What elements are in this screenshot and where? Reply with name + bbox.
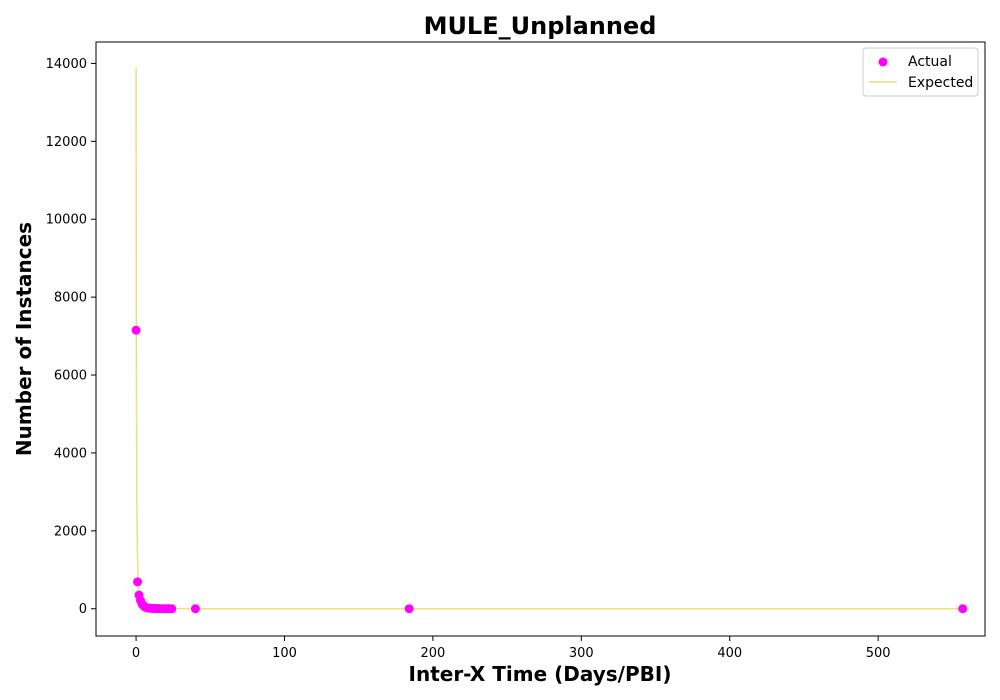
actual-point bbox=[190, 604, 200, 614]
y-tick-label: 8000 bbox=[54, 291, 87, 306]
x-tick-label: 200 bbox=[420, 646, 445, 661]
x-tick-label: 400 bbox=[717, 646, 742, 661]
actual-point bbox=[404, 604, 414, 614]
y-tick-label: 10000 bbox=[46, 213, 87, 228]
y-tick-label: 4000 bbox=[54, 446, 87, 461]
actual-point bbox=[958, 604, 968, 614]
actual-point bbox=[133, 577, 143, 587]
y-tick-label: 6000 bbox=[54, 369, 87, 384]
x-axis: 0 100 200 300 400 500 bbox=[132, 636, 891, 661]
legend-expected-label: Expected bbox=[908, 75, 973, 91]
x-tick-label: 100 bbox=[272, 646, 297, 661]
x-axis-title: Inter-X Time (Days/PBI) bbox=[409, 662, 672, 686]
x-tick-label: 500 bbox=[866, 646, 891, 661]
y-tick-label: 14000 bbox=[46, 57, 87, 72]
legend-box bbox=[862, 47, 979, 97]
legend-actual-label: Actual bbox=[908, 54, 952, 70]
actual-point bbox=[167, 604, 177, 614]
x-tick-label: 0 bbox=[132, 646, 140, 661]
y-tick-label: 2000 bbox=[54, 524, 87, 539]
y-axis-title: Number of Instances bbox=[12, 222, 36, 456]
legend: Actual Expected bbox=[862, 47, 979, 97]
x-tick-label: 300 bbox=[569, 646, 594, 661]
plot-area bbox=[95, 41, 986, 637]
y-axis: 0 2000 4000 6000 8000 10000 12000 14000 bbox=[46, 57, 96, 617]
y-tick-label: 0 bbox=[79, 602, 87, 617]
legend-actual-marker bbox=[878, 57, 888, 67]
chart-title: MULE_Unplanned bbox=[424, 12, 657, 40]
actual-point bbox=[131, 325, 141, 335]
series-layer bbox=[131, 67, 968, 614]
y-tick-label: 12000 bbox=[46, 135, 87, 150]
